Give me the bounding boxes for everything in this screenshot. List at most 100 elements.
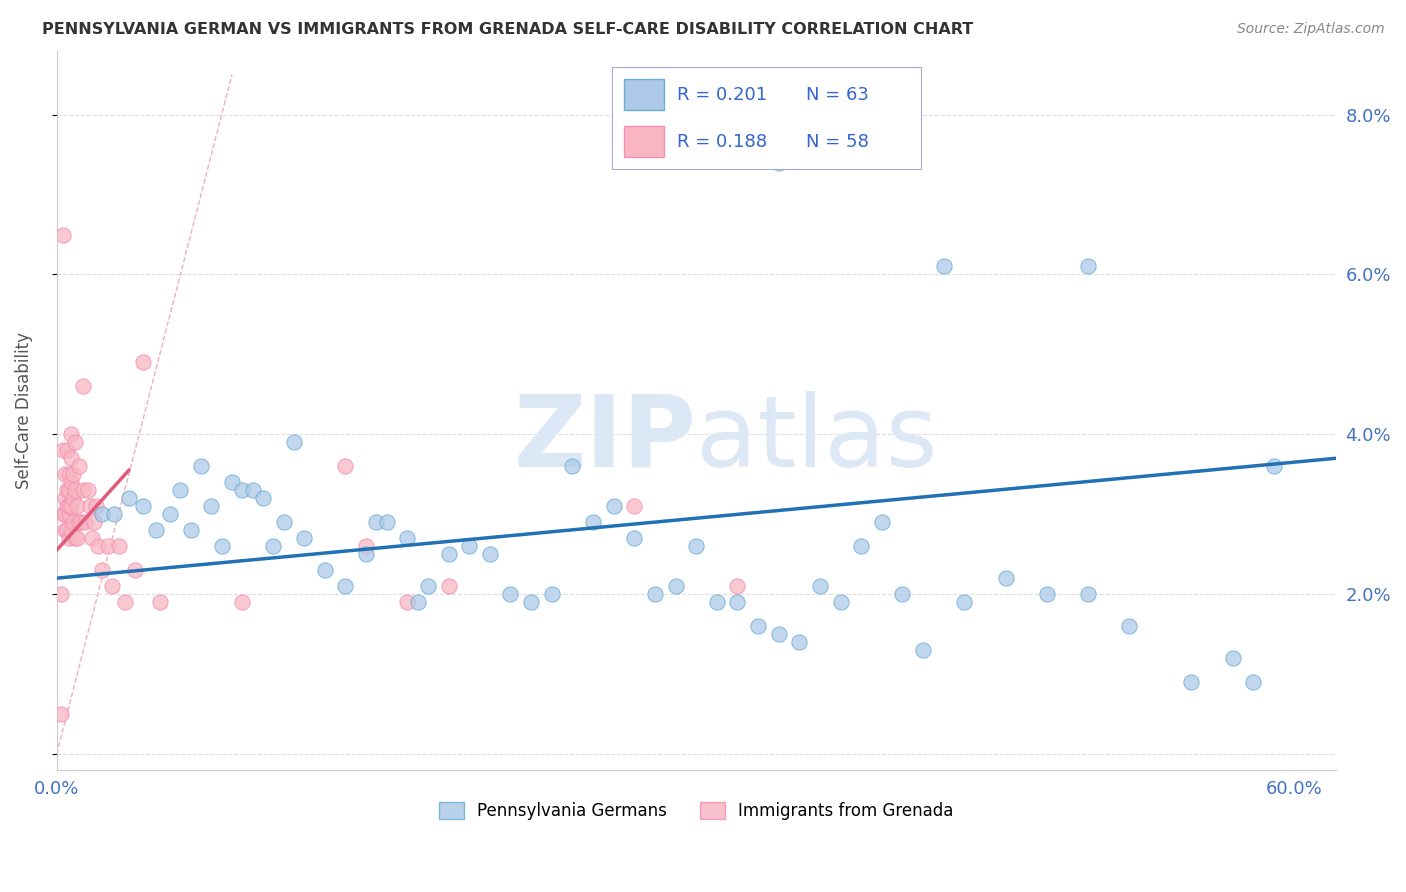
Legend: Pennsylvania Germans, Immigrants from Grenada: Pennsylvania Germans, Immigrants from Gr… bbox=[432, 795, 960, 826]
Point bbox=[67, 459, 90, 474]
Point bbox=[1180, 675, 1202, 690]
Point bbox=[499, 587, 522, 601]
Text: PENNSYLVANIA GERMAN VS IMMIGRANTS FROM GRENADA SELF-CARE DISABILITY CORRELATION : PENNSYLVANIA GERMAN VS IMMIGRANTS FROM G… bbox=[42, 22, 973, 37]
Point bbox=[242, 483, 264, 498]
Point bbox=[1036, 587, 1059, 601]
Point bbox=[458, 539, 481, 553]
Point bbox=[1077, 587, 1099, 601]
Point bbox=[849, 539, 872, 553]
Point bbox=[58, 483, 80, 498]
Point bbox=[53, 523, 76, 537]
Point bbox=[808, 579, 831, 593]
Point bbox=[221, 475, 243, 490]
Point bbox=[335, 579, 357, 593]
Point bbox=[437, 547, 460, 561]
Point bbox=[58, 508, 80, 522]
Point bbox=[396, 595, 419, 609]
Point bbox=[1077, 260, 1099, 274]
Point bbox=[62, 515, 84, 529]
Text: R = 0.188: R = 0.188 bbox=[676, 133, 766, 151]
Point bbox=[1263, 459, 1285, 474]
Point bbox=[76, 483, 98, 498]
Text: R = 0.201: R = 0.201 bbox=[676, 86, 766, 103]
Point bbox=[52, 227, 75, 242]
Point bbox=[664, 579, 686, 593]
Point bbox=[747, 619, 769, 633]
Point bbox=[60, 475, 83, 490]
Point bbox=[406, 595, 429, 609]
Point bbox=[169, 483, 191, 498]
Text: ZIP: ZIP bbox=[513, 391, 696, 488]
Point bbox=[190, 459, 212, 474]
Point bbox=[1241, 675, 1264, 690]
Point bbox=[114, 595, 136, 609]
Point bbox=[602, 500, 624, 514]
Point bbox=[335, 459, 357, 474]
Point bbox=[354, 547, 377, 561]
Point bbox=[375, 515, 398, 529]
Point bbox=[145, 523, 167, 537]
Point bbox=[994, 571, 1017, 585]
Point bbox=[56, 483, 79, 498]
Point bbox=[58, 467, 80, 482]
Point bbox=[79, 500, 101, 514]
Point bbox=[103, 508, 125, 522]
Point bbox=[60, 427, 83, 442]
Point bbox=[354, 539, 377, 553]
Point bbox=[416, 579, 439, 593]
Point bbox=[53, 467, 76, 482]
Point bbox=[63, 435, 86, 450]
Point bbox=[891, 587, 914, 601]
Point bbox=[62, 491, 84, 506]
Point bbox=[870, 515, 893, 529]
Point bbox=[60, 451, 83, 466]
FancyBboxPatch shape bbox=[624, 127, 664, 157]
Point bbox=[60, 500, 83, 514]
Point bbox=[1222, 651, 1244, 665]
Point bbox=[72, 379, 94, 393]
Point bbox=[830, 595, 852, 609]
Point bbox=[132, 500, 155, 514]
Point bbox=[159, 508, 181, 522]
Point bbox=[231, 483, 253, 498]
Point bbox=[53, 491, 76, 506]
Point bbox=[149, 595, 172, 609]
Point bbox=[211, 539, 233, 553]
Point bbox=[63, 531, 86, 545]
Point bbox=[66, 500, 89, 514]
Text: N = 63: N = 63 bbox=[807, 86, 869, 103]
Point bbox=[396, 531, 419, 545]
Point bbox=[366, 515, 388, 529]
Point bbox=[932, 260, 955, 274]
Point bbox=[725, 579, 748, 593]
Point bbox=[56, 500, 79, 514]
Point bbox=[84, 500, 107, 514]
Text: atlas: atlas bbox=[696, 391, 938, 488]
Point bbox=[623, 531, 645, 545]
Point bbox=[252, 491, 274, 506]
Point bbox=[262, 539, 284, 553]
Point bbox=[124, 563, 146, 577]
Point bbox=[478, 547, 501, 561]
Point bbox=[180, 523, 202, 537]
Point bbox=[561, 459, 583, 474]
Point bbox=[56, 523, 79, 537]
Point bbox=[62, 467, 84, 482]
Point bbox=[60, 523, 83, 537]
Point bbox=[91, 508, 114, 522]
Point bbox=[644, 587, 666, 601]
Point bbox=[49, 707, 72, 722]
Point bbox=[725, 595, 748, 609]
Point bbox=[540, 587, 562, 601]
Point bbox=[706, 595, 728, 609]
Point bbox=[231, 595, 253, 609]
Point bbox=[66, 531, 89, 545]
Point bbox=[520, 595, 543, 609]
Point bbox=[72, 483, 94, 498]
Point bbox=[58, 500, 80, 514]
Point bbox=[685, 539, 707, 553]
Text: N = 58: N = 58 bbox=[807, 133, 869, 151]
Point bbox=[52, 443, 75, 458]
Point bbox=[63, 483, 86, 498]
Point bbox=[582, 515, 605, 529]
